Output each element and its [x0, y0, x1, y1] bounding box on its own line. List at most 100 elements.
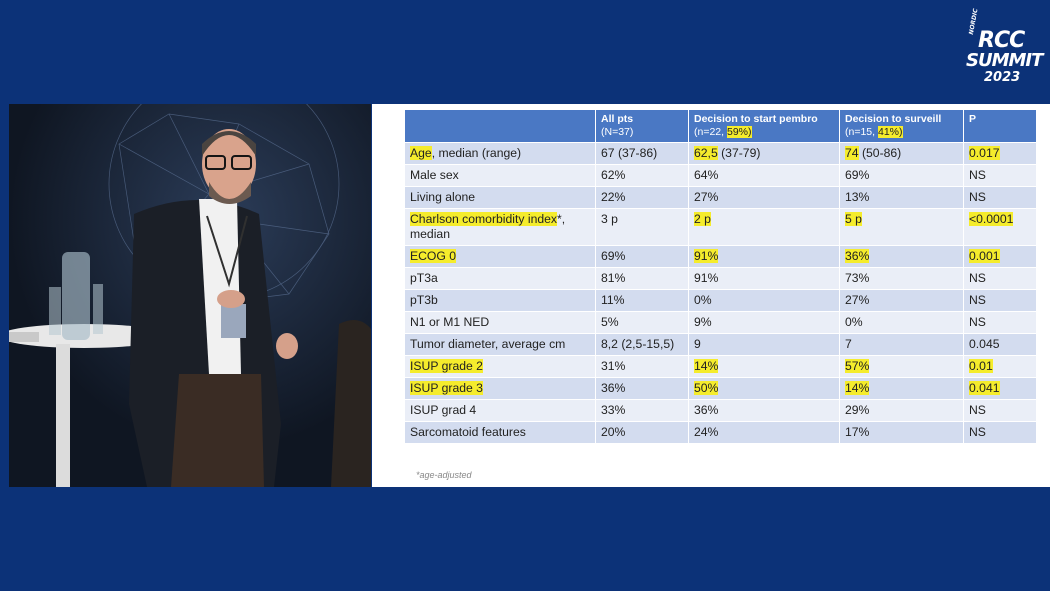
- cell-text: pT3a: [410, 271, 438, 285]
- table-cell-surv: 14%: [839, 377, 964, 400]
- table-cell-pembro: 24%: [688, 421, 840, 444]
- highlighted-text: 74: [845, 146, 859, 160]
- table-cell-label: Sarcomatoid features: [404, 421, 596, 444]
- highlighted-text: 0.001: [969, 249, 1000, 263]
- header-title: Decision to start pembro: [694, 113, 818, 125]
- table-cell-all: 36%: [595, 377, 689, 400]
- table-row: pT3b 11% 0% 27% NS: [404, 289, 1037, 312]
- cell-text: 91%: [694, 271, 719, 285]
- table-cell-surv: 17%: [839, 421, 964, 444]
- table-cell-label: N1 or M1 NED: [404, 311, 596, 334]
- cell-text: 17%: [845, 425, 870, 439]
- table-cell-pembro: 91%: [688, 267, 840, 290]
- highlighted-text: 50%: [694, 381, 719, 395]
- highlighted-text: 57%: [845, 359, 870, 373]
- table-cell-label: pT3a: [404, 267, 596, 290]
- table-cell-surv: 69%: [839, 164, 964, 187]
- table-cell-all: 20%: [595, 421, 689, 444]
- table-row: Living alone 22% 27% 13% NS: [404, 186, 1037, 209]
- table-row: ISUP grad 4 33% 36% 29% NS: [404, 399, 1037, 422]
- table-row: ISUP grade 3 36% 50% 14% 0.041: [404, 377, 1037, 400]
- cell-text: 0%: [845, 315, 863, 329]
- header-title: P: [969, 113, 977, 125]
- cell-text: 67 (37-86): [601, 146, 658, 160]
- logo-rcc-text: RCC: [978, 28, 1025, 53]
- highlighted-text: ECOG 0: [410, 249, 457, 263]
- table-cell-p: NS: [963, 289, 1037, 312]
- cell-text: 24%: [694, 425, 719, 439]
- highlighted-text: ISUP grade 2: [410, 359, 483, 373]
- table-cell-all: 11%: [595, 289, 689, 312]
- table-cell-all: 67 (37-86): [595, 142, 689, 165]
- highlighted-text: 14%: [694, 359, 719, 373]
- table-cell-surv: 13%: [839, 186, 964, 209]
- table-cell-surv: 73%: [839, 267, 964, 290]
- cell-text: 36%: [694, 403, 719, 417]
- table-cell-label: ISUP grade 2: [404, 355, 596, 378]
- patient-characteristics-table: All pts (N=37) Decision to start pembro (n…: [404, 109, 1037, 444]
- table-cell-pembro: 64%: [688, 164, 840, 187]
- cell-text: 20%: [601, 425, 626, 439]
- speaker-video: [9, 104, 371, 487]
- cell-text: Tumor diameter, average cm: [410, 337, 566, 351]
- highlighted-text: 36%: [845, 249, 870, 263]
- table-cell-p: NS: [963, 267, 1037, 290]
- table-cell-all: 31%: [595, 355, 689, 378]
- table-row: Tumor diameter, average cm 8,2 (2,5-15,5)…: [404, 333, 1037, 356]
- highlighted-text: 5 p: [845, 212, 862, 226]
- table-cell-surv: 29%: [839, 399, 964, 422]
- table-cell-all: 81%: [595, 267, 689, 290]
- cell-text: 31%: [601, 359, 626, 373]
- cell-text: 69%: [845, 168, 870, 182]
- cell-text: NS: [969, 315, 986, 329]
- cell-text: NS: [969, 168, 986, 182]
- cell-text: 11%: [601, 293, 625, 307]
- table-cell-pembro: 91%: [688, 245, 840, 268]
- table-cell-surv: 0%: [839, 311, 964, 334]
- table-cell-p: NS: [963, 164, 1037, 187]
- table-cell-surv: 5 p: [839, 208, 964, 246]
- table-cell-label: Age, median (range): [404, 142, 596, 165]
- table-cell-label: Male sex: [404, 164, 596, 187]
- table-row: N1 or M1 NED 5% 9% 0% NS: [404, 311, 1037, 334]
- cell-text: 73%: [845, 271, 870, 285]
- cell-text: 22%: [601, 190, 626, 204]
- cell-text: , median (range): [431, 146, 522, 160]
- table-cell-p: 0.041: [963, 377, 1037, 400]
- table-row: Sarcomatoid features 20% 24% 17% NS: [404, 421, 1037, 444]
- cell-text: NS: [969, 190, 986, 204]
- cell-text: NS: [969, 271, 986, 285]
- table-cell-pembro: 62,5 (37-79): [688, 142, 840, 165]
- table-cell-p: 0.01: [963, 355, 1037, 378]
- table-cell-label: pT3b: [404, 289, 596, 312]
- cell-text: 5%: [601, 315, 619, 329]
- header-cell-pembro: Decision to start pembro (n=22, 59%): [688, 109, 840, 143]
- speaker-video-image: [9, 104, 371, 487]
- table-cell-pembro: 9%: [688, 311, 840, 334]
- highlighted-text: Charlson comorbidity index: [410, 212, 557, 226]
- table-cell-p: 0.045: [963, 333, 1037, 356]
- cell-text: 13%: [845, 190, 870, 204]
- table-cell-p: NS: [963, 421, 1037, 444]
- table-cell-p: 0.017: [963, 142, 1037, 165]
- table-row: ECOG 0 69% 91% 36% 0.001: [404, 245, 1037, 268]
- highlighted-text: 91%: [694, 249, 719, 263]
- header-cell-surveill: Decision to surveill (n=15, 41%): [839, 109, 964, 143]
- table-cell-pembro: 14%: [688, 355, 840, 378]
- table-cell-label: ECOG 0: [404, 245, 596, 268]
- cell-text: 29%: [845, 403, 870, 417]
- highlighted-text: <0.0001: [969, 212, 1014, 226]
- table-cell-label: ISUP grad 4: [404, 399, 596, 422]
- header-sub: (N=37): [601, 126, 634, 138]
- table-cell-p: NS: [963, 311, 1037, 334]
- header-title: All pts: [601, 113, 634, 125]
- table-cell-surv: 74 (50-86): [839, 142, 964, 165]
- cell-text: pT3b: [410, 293, 438, 307]
- table-cell-pembro: 0%: [688, 289, 840, 312]
- table-cell-all: 22%: [595, 186, 689, 209]
- cell-text: 27%: [694, 190, 719, 204]
- logo-summit-text: SUMMIT: [966, 50, 1043, 71]
- highlighted-text: 0.01: [969, 359, 993, 373]
- footnote: *age-adjusted: [416, 470, 472, 480]
- cell-text: NS: [969, 425, 986, 439]
